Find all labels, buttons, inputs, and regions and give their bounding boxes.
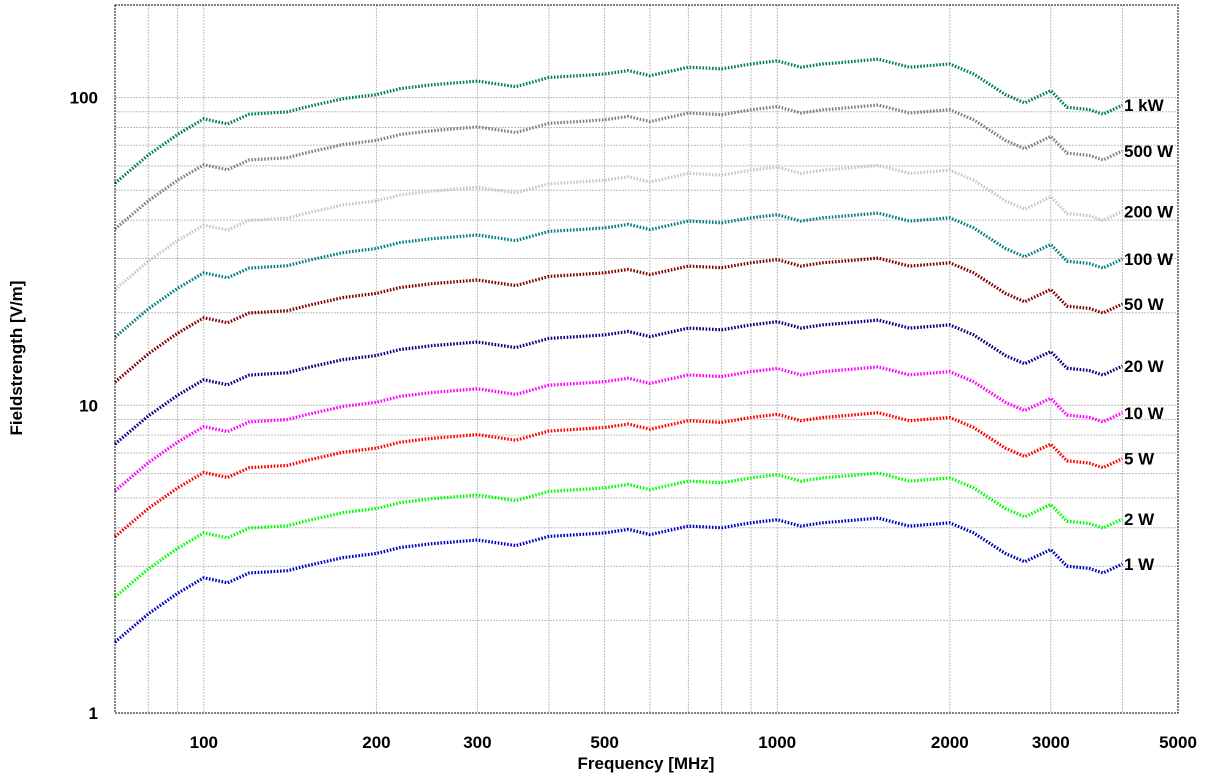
series-label: 20 W xyxy=(1124,357,1165,376)
series-line xyxy=(113,318,1124,446)
series-line xyxy=(113,211,1124,339)
x-tick-label: 100 xyxy=(190,733,218,752)
series-label: 5 W xyxy=(1124,450,1155,469)
x-axis-label: Frequency [MHz] xyxy=(578,754,715,773)
y-tick-label: 100 xyxy=(70,89,98,108)
x-tick-labels: 100 200 300 500 1000 2000 3000 5000 xyxy=(190,733,1197,752)
series-label: 10 W xyxy=(1124,404,1165,423)
y-axis-label: Fieldstrength [V/m] xyxy=(7,281,26,436)
x-tick-label: 1000 xyxy=(758,733,796,752)
series-line xyxy=(113,411,1124,538)
series-label: 1 kW xyxy=(1124,96,1165,115)
series-line xyxy=(113,163,1124,291)
x-tick-label: 2000 xyxy=(931,733,969,752)
series-line xyxy=(113,256,1124,384)
y-tick-label: 1 xyxy=(89,704,98,723)
y-tick-label: 10 xyxy=(79,396,98,415)
x-tick-label: 3000 xyxy=(1032,733,1070,752)
series-group xyxy=(113,57,1124,644)
series-label: 1 W xyxy=(1124,555,1155,574)
series-label: 200 W xyxy=(1124,202,1174,221)
series-line xyxy=(113,471,1124,599)
x-tick-label: 200 xyxy=(362,733,390,752)
series-label: 100 W xyxy=(1124,250,1174,269)
series-label: 2 W xyxy=(1124,510,1155,529)
x-tick-label: 500 xyxy=(590,733,618,752)
series-labels: 1 kW 500 W 200 W 100 W 50 W 20 W 10 W 5 W 2 W 1 W xyxy=(1124,96,1174,574)
series-line xyxy=(113,516,1124,644)
series-label: 500 W xyxy=(1124,142,1174,161)
y-tick-labels: 1 10 100 xyxy=(70,89,98,723)
series-label: 50 W xyxy=(1124,295,1165,314)
series-line xyxy=(113,365,1124,493)
series-line xyxy=(113,103,1124,231)
x-tick-label: 300 xyxy=(463,733,491,752)
plot-frame xyxy=(114,4,1179,714)
series-line xyxy=(113,57,1124,185)
x-tick-label: 5000 xyxy=(1159,733,1197,752)
